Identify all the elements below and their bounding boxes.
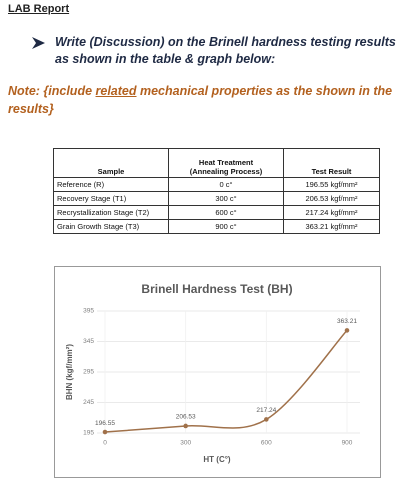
x-tick-label: 600 <box>261 440 272 447</box>
data-point <box>344 328 350 333</box>
note-text: Note: {include <box>8 84 96 98</box>
chart-title: Brinell Hardness Test (BH) <box>141 282 292 296</box>
y-tick-label: 245 <box>83 399 94 406</box>
note: Note: {include related mechanical proper… <box>8 82 410 118</box>
data-label: 217.24 <box>256 407 276 414</box>
bullet-arrow <box>32 37 45 49</box>
report-title: LAB Report <box>8 3 70 15</box>
data-label: 206.53 <box>176 414 196 421</box>
y-tick-label: 195 <box>83 430 94 437</box>
data-point <box>102 429 108 435</box>
y-tick-label: 395 <box>83 308 94 315</box>
x-tick-label: 900 <box>342 440 353 447</box>
table-cell: 363.21 kgf/mm² <box>283 219 380 234</box>
header-line: (Annealing Process) <box>189 167 263 176</box>
data-label: 196.55 <box>95 420 115 427</box>
instruction: Write (Discussion) on the Brinell hardne… <box>55 35 396 66</box>
data-point <box>183 423 188 429</box>
data-line <box>104 329 348 433</box>
data-label: 363.21 <box>337 318 357 325</box>
x-axis-label: HT (C°) <box>203 455 231 464</box>
note-text: mechanical properties as the shown in th… <box>8 84 393 116</box>
header-line: Heat Treatment <box>198 158 254 167</box>
x-tick-label: 0 <box>103 440 107 447</box>
x-tick-label: 300 <box>180 440 191 447</box>
y-tick-label: 295 <box>83 369 94 376</box>
data-point <box>264 417 269 422</box>
y-axis-label: BHN (kgf/mm²) <box>65 344 74 400</box>
table-row: Grain Growth Stage (T3) 900 c° 363.21 kgf/… <box>53 219 380 234</box>
y-tick-label: 345 <box>83 338 94 345</box>
table-row: Reference (R) 0 c° 196.55 kgf/mm² <box>53 177 380 192</box>
note-text: related <box>95 84 137 98</box>
table-row: Recrystallization Stage (T2) 600 c° 217.24… <box>53 205 380 220</box>
results-table: Sample Heat Treatment (Annealing Process)… <box>53 148 380 234</box>
